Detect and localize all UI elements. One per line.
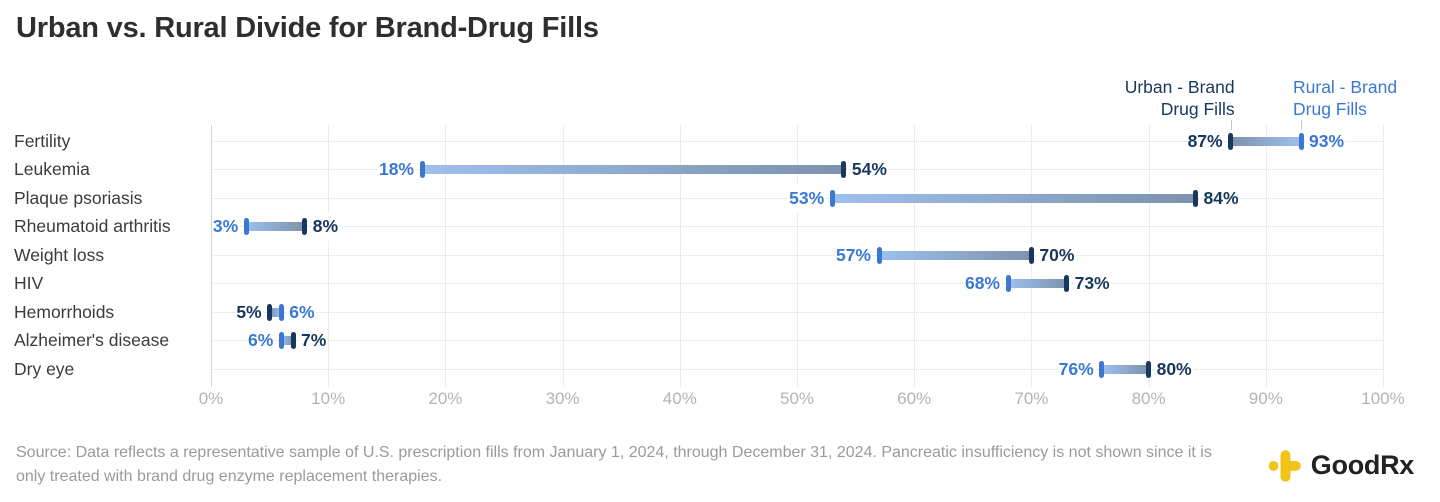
x-axis-tick-30%: 30% xyxy=(545,389,580,408)
rural-value-label: 93% xyxy=(1308,127,1346,156)
rural-value-label: 68% xyxy=(963,269,1001,298)
category-label: Alzheimer's disease xyxy=(14,330,170,351)
rural-value-label: 6% xyxy=(288,298,316,327)
row-guide-line xyxy=(211,340,1383,342)
gridline-100% xyxy=(1383,125,1384,387)
urban-value-label: 84% xyxy=(1202,184,1240,213)
rural-value-label: 18% xyxy=(377,155,415,184)
category-label: Leukemia xyxy=(14,159,90,180)
urban-value-cap xyxy=(1064,275,1070,293)
urban-value-cap xyxy=(1193,189,1198,207)
dumbbell-bar-hiv xyxy=(1008,279,1067,289)
gridline-0% xyxy=(211,125,212,387)
gridline-30% xyxy=(562,125,564,387)
urban-value-cap xyxy=(1228,132,1234,150)
dumbbell-bar-weight-loss xyxy=(879,250,1032,260)
gridline-20% xyxy=(445,125,447,387)
row-guide-line xyxy=(211,226,1383,228)
x-axis-tick-20%: 20% xyxy=(428,389,463,408)
rural-value-label: 76% xyxy=(1057,355,1095,384)
source-note: Source: Data reflects a representative s… xyxy=(16,444,1212,485)
category-label: Plaque psoriasis xyxy=(14,187,143,208)
urban-value-cap xyxy=(267,303,273,321)
urban-value-cap xyxy=(841,161,847,179)
x-axis-tick-40%: 40% xyxy=(662,389,697,408)
legend-rural-line2: Drug Fills xyxy=(1293,99,1367,119)
goodrx-logo: GoodRx xyxy=(1267,447,1414,483)
urban-value-label: 87% xyxy=(1186,127,1224,156)
dumbbell-bar-fertility xyxy=(1230,136,1301,146)
goodrx-cross-icon xyxy=(1268,450,1301,482)
x-axis-tick-0%: 0% xyxy=(198,389,224,408)
urban-value-label: 8% xyxy=(311,212,340,241)
category-label: Hemorrhoids xyxy=(14,301,115,322)
urban-value-cap xyxy=(302,218,308,236)
legend-rural-line1: Rural - Brand xyxy=(1293,77,1398,97)
category-label: Fertility xyxy=(14,130,71,151)
category-label: Weight loss xyxy=(14,244,105,265)
row-guide-line xyxy=(211,283,1383,285)
rural-value-label: 57% xyxy=(834,241,872,270)
rural-value-cap xyxy=(1298,132,1304,150)
rural-value-cap xyxy=(278,332,284,350)
rural-value-label: 53% xyxy=(788,184,826,213)
urban-value-label: 73% xyxy=(1073,269,1111,298)
legend-urban-line1: Urban - Brand xyxy=(1124,77,1235,97)
x-axis-tick-90%: 90% xyxy=(1248,389,1283,408)
legend-rural-brand-drug-fills: Rural - Brand Drug Fills xyxy=(1293,76,1397,120)
rural-value-cap xyxy=(829,189,835,207)
category-label: Dry eye xyxy=(14,358,75,379)
row-guide-line xyxy=(211,140,1383,142)
urban-value-cap xyxy=(290,332,296,350)
dumbbell-bar-plaque-psoriasis xyxy=(832,193,1196,203)
gridline-40% xyxy=(679,125,681,387)
rural-value-cap xyxy=(243,218,249,236)
rural-value-cap xyxy=(278,303,284,321)
dumbbell-bar-rheumatoid-arthritis xyxy=(246,222,305,232)
gridline-50% xyxy=(797,125,798,387)
x-axis-tick-70%: 70% xyxy=(1014,389,1049,408)
rural-value-cap xyxy=(1005,275,1011,293)
row-guide-line xyxy=(211,311,1383,313)
rural-value-label: 6% xyxy=(247,326,275,355)
legend-urban-brand-drug-fills: Urban - Brand Drug Fills xyxy=(1125,76,1235,120)
row-guide-line xyxy=(211,368,1383,370)
row-guide-line xyxy=(211,254,1383,256)
x-axis-tick-50%: 50% xyxy=(779,389,815,408)
legend-leader-tick-urban xyxy=(1230,120,1232,130)
dumbbell-bar-dry-eye xyxy=(1101,364,1149,374)
x-axis-tick-80%: 80% xyxy=(1131,389,1166,408)
urban-value-label: 7% xyxy=(300,326,328,355)
x-axis-tick-10%: 10% xyxy=(311,389,346,408)
urban-value-label: 80% xyxy=(1155,355,1193,384)
gridline-90% xyxy=(1265,125,1267,387)
legend-leader-tick-rural xyxy=(1301,120,1302,130)
gridline-80% xyxy=(1148,125,1150,387)
urban-value-cap xyxy=(1028,246,1034,264)
x-axis-tick-100%: 100% xyxy=(1361,389,1405,408)
urban-value-label: 54% xyxy=(850,155,888,184)
category-label: HIV xyxy=(14,273,44,294)
urban-value-label: 5% xyxy=(235,298,263,327)
rural-value-label: 3% xyxy=(211,212,240,241)
legend-urban-line2: Drug Fills xyxy=(1160,99,1235,119)
gridline-10% xyxy=(328,125,330,387)
rural-value-cap xyxy=(419,161,425,179)
urban-value-cap xyxy=(1146,360,1152,378)
goodrx-logo-text: GoodRx xyxy=(1310,449,1415,480)
category-label: Rheumatoid arthritis xyxy=(14,216,171,237)
dumbbell-bar-alzheimer-s-disease xyxy=(281,336,293,346)
rural-value-cap xyxy=(1099,360,1105,378)
x-axis-tick-60%: 60% xyxy=(897,389,932,408)
chart-title: Urban vs. Rural Divide for Brand-Drug Fi… xyxy=(16,12,599,44)
dumbbell-bar-leukemia xyxy=(422,165,844,175)
rural-value-cap xyxy=(876,246,882,264)
dumbbell-bar-hemorrhoids xyxy=(269,307,282,317)
urban-value-label: 70% xyxy=(1038,241,1076,270)
